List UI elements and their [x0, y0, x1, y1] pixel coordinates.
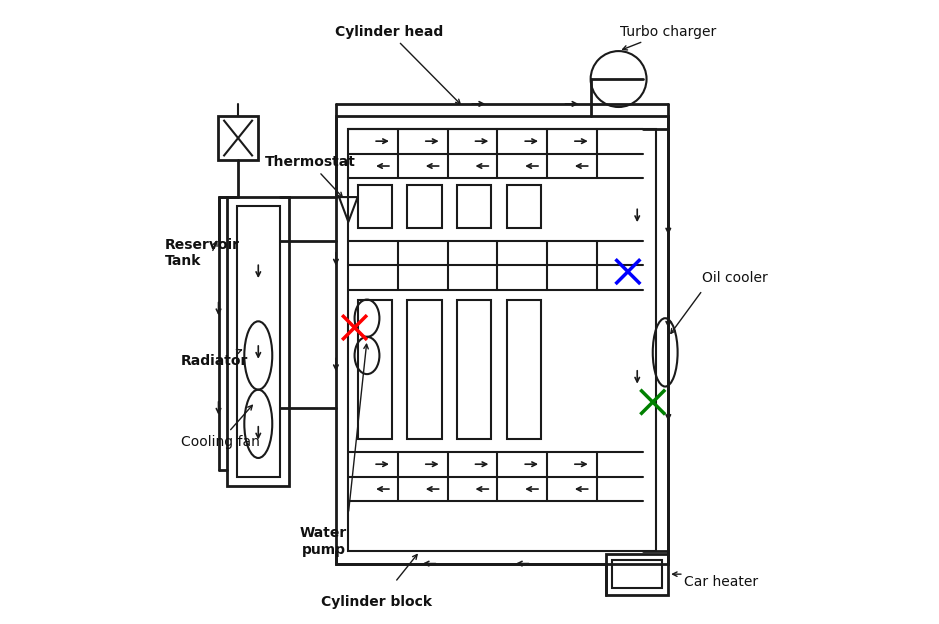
Bar: [507, 185, 541, 228]
Bar: [348, 129, 655, 551]
Bar: [457, 300, 491, 439]
Text: Radiator: Radiator: [180, 349, 248, 368]
Bar: [507, 300, 541, 439]
Text: Cylinder block: Cylinder block: [321, 595, 432, 608]
Text: Reservoir
Tank: Reservoir Tank: [165, 238, 240, 268]
Text: Water
pump: Water pump: [300, 526, 347, 557]
Text: Cylinder head: Cylinder head: [334, 24, 460, 104]
Bar: [227, 197, 289, 486]
Text: Cooling fan: Cooling fan: [180, 406, 259, 449]
Text: Thermostat: Thermostat: [265, 155, 355, 197]
Bar: [607, 554, 669, 595]
Bar: [358, 300, 392, 439]
Bar: [358, 185, 392, 228]
Bar: [336, 116, 669, 563]
Bar: [218, 116, 258, 160]
Text: Turbo charger: Turbo charger: [620, 24, 716, 50]
Bar: [612, 560, 662, 588]
Bar: [408, 185, 441, 228]
Bar: [408, 300, 441, 439]
Bar: [237, 207, 280, 477]
Bar: [457, 185, 491, 228]
Text: Oil cooler: Oil cooler: [702, 271, 768, 285]
Text: Car heater: Car heater: [684, 575, 758, 589]
